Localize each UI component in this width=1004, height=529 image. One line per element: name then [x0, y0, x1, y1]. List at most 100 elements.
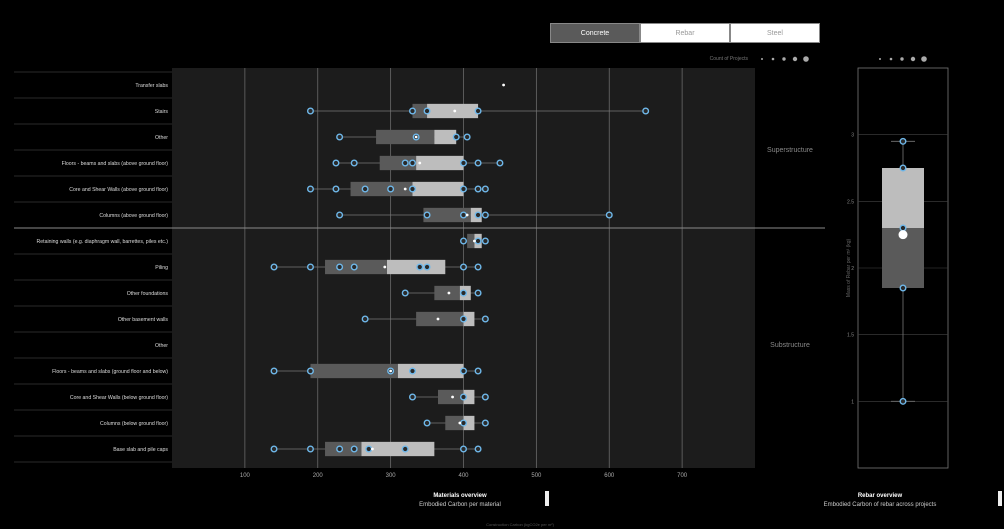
rebar-toggle[interactable]	[998, 491, 1002, 506]
data-point	[332, 159, 340, 167]
row-label: Base slab and pile caps	[113, 447, 168, 453]
data-point	[270, 263, 278, 271]
box-upper	[412, 181, 464, 197]
box-lower	[423, 207, 471, 223]
data-point	[481, 211, 489, 219]
data-point	[332, 185, 340, 193]
mean-marker	[458, 421, 462, 425]
data-point	[387, 185, 395, 193]
data-point	[460, 367, 468, 375]
data-point	[460, 185, 468, 193]
data-point	[408, 367, 416, 375]
box-lower	[376, 129, 435, 145]
data-point	[460, 237, 468, 245]
rebar-data-point	[899, 164, 907, 172]
box-upper	[361, 441, 435, 457]
data-point	[474, 211, 482, 219]
box-lower	[310, 363, 398, 379]
rebar-box-upper	[882, 168, 924, 228]
mean-marker	[502, 83, 505, 87]
box-lower	[434, 285, 460, 301]
box-lower	[437, 389, 464, 405]
data-point	[460, 159, 468, 167]
materials-toggle[interactable]	[545, 491, 549, 506]
box-lower	[379, 155, 417, 171]
count-legend-label: Count of Projects	[709, 56, 748, 62]
row-label: Columns (below ground floor)	[100, 421, 168, 427]
data-point	[408, 159, 416, 167]
data-point	[474, 185, 482, 193]
data-point	[350, 445, 358, 453]
row-label: Other	[155, 343, 168, 349]
tab-rebar[interactable]: Rebar	[640, 23, 730, 43]
rebar-overview-subtitle: Embodied Carbon of rebar across projects	[823, 502, 937, 508]
tab-steel[interactable]: Steel	[730, 23, 820, 43]
data-point	[423, 419, 431, 427]
row-label: Other	[155, 135, 168, 141]
row-label: Floors - beams and slabs (above ground f…	[62, 161, 169, 167]
rebar-data-point	[899, 137, 907, 145]
mean-marker	[447, 291, 451, 295]
rebar-data-point	[899, 284, 907, 292]
data-point	[481, 185, 489, 193]
rebar-tick-label: 2	[851, 266, 854, 272]
box-upper	[386, 259, 446, 275]
box-upper	[463, 415, 475, 431]
x-tick-label: 500	[531, 473, 542, 479]
box-upper	[463, 311, 475, 327]
x-tick-label: 400	[458, 473, 469, 479]
mean-marker	[383, 265, 387, 269]
data-point	[416, 263, 424, 271]
data-point	[401, 289, 409, 297]
data-point	[460, 393, 468, 401]
data-point	[423, 107, 431, 115]
mean-marker	[414, 135, 418, 139]
materials-overview-title: Materials overview	[433, 493, 487, 499]
data-point	[463, 133, 471, 141]
rebar-tick-label: 2.5	[847, 199, 854, 205]
data-point	[474, 263, 482, 271]
data-point	[336, 445, 344, 453]
data-point	[361, 315, 369, 323]
data-point	[460, 445, 468, 453]
x-tick-label: 200	[313, 473, 324, 479]
mean-marker	[436, 317, 440, 321]
rebar-data-point	[899, 397, 907, 405]
rebar-count-legend-dot	[910, 56, 916, 62]
tab-concrete[interactable]: Concrete	[550, 23, 640, 43]
count-legend-dot	[782, 57, 786, 61]
row-label: Other foundations	[127, 291, 169, 297]
data-point	[408, 107, 416, 115]
data-point	[474, 445, 482, 453]
data-point	[423, 211, 431, 219]
data-point	[401, 159, 409, 167]
data-point	[642, 107, 650, 115]
data-point	[474, 159, 482, 167]
data-point	[336, 133, 344, 141]
data-point	[306, 367, 314, 375]
material-tabs: Concrete Rebar Steel	[550, 23, 820, 43]
rebar-count-legend-dot	[889, 57, 893, 61]
data-point	[481, 419, 489, 427]
x-tick-label: 300	[386, 473, 397, 479]
mean-marker	[403, 187, 407, 191]
rebar-count-legend-dot	[921, 56, 927, 62]
rebar-tick-label: 1	[851, 399, 854, 405]
box-lower	[412, 103, 428, 119]
count-legend-dot	[803, 56, 809, 62]
x-tick-label: 700	[677, 473, 688, 479]
mean-marker	[389, 369, 393, 373]
mean-marker	[465, 213, 469, 217]
row-label: Core and Shear Walls (below ground floor…	[70, 395, 168, 401]
box-lower	[416, 311, 464, 327]
box-lower	[350, 181, 413, 197]
rebar-overview-title: Rebar overview	[857, 493, 903, 499]
x-tick-label: 100	[240, 473, 251, 479]
rebar-mean-marker	[898, 230, 908, 240]
rebar-count-legend-dot	[900, 57, 904, 61]
data-point	[306, 263, 314, 271]
mean-marker	[453, 109, 457, 113]
mean-marker	[371, 447, 374, 451]
data-point	[361, 185, 369, 193]
